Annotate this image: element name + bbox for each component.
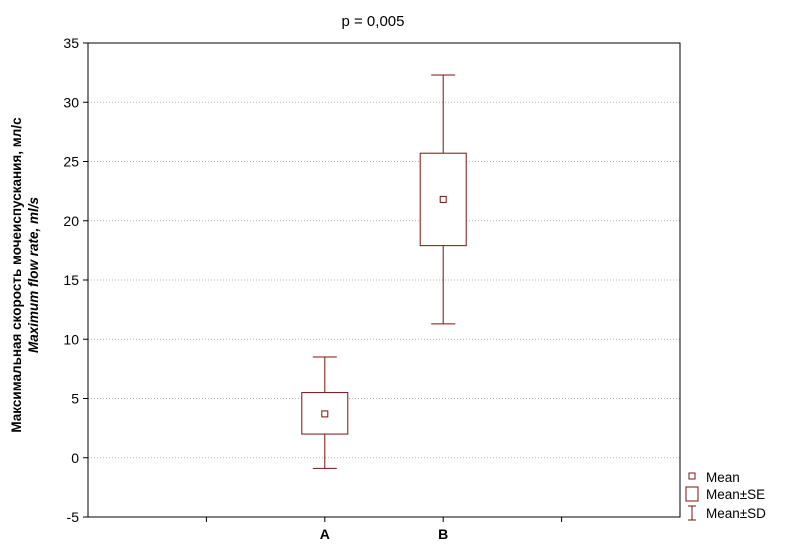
y-axis-label-en: Maximum flow rate, ml/s bbox=[26, 196, 41, 353]
legend-se-symbol bbox=[685, 486, 699, 502]
legend-sd-symbol bbox=[688, 505, 696, 521]
legend: Mean Mean±SE Mean±SD bbox=[685, 470, 766, 521]
y-tick-label: -5 bbox=[67, 509, 80, 525]
legend-mean-label: Mean bbox=[706, 470, 740, 485]
legend-mean-symbol bbox=[688, 472, 696, 480]
y-tick-label: 20 bbox=[63, 213, 79, 229]
x-category-label: B bbox=[438, 526, 448, 542]
y-axis-label-ru: Максимальная скорость мочеиспускания, мл… bbox=[9, 117, 24, 433]
y-tick-label: 5 bbox=[71, 391, 79, 407]
box-group bbox=[419, 74, 467, 325]
mean-marker bbox=[439, 195, 447, 203]
y-axis-ticks: -5 0 5 10 15 20 25 30 35 bbox=[63, 35, 88, 525]
y-tick-label: 10 bbox=[63, 331, 79, 347]
y-tick-label: 0 bbox=[71, 450, 79, 466]
plot-frame bbox=[87, 42, 681, 518]
se-box bbox=[419, 152, 467, 247]
legend-se-label: Mean±SE bbox=[706, 487, 765, 502]
mean-marker bbox=[321, 410, 329, 418]
box-group bbox=[301, 356, 349, 469]
y-tick-label: 15 bbox=[63, 272, 79, 288]
se-box bbox=[301, 392, 349, 435]
chart-title: p = 0,005 bbox=[342, 13, 405, 30]
y-axis-title: Максимальная скорость мочеиспускания, мл… bbox=[9, 117, 41, 433]
y-tick-label: 25 bbox=[63, 154, 79, 170]
box-series bbox=[301, 74, 467, 469]
y-tick-label: 35 bbox=[63, 35, 79, 51]
x-category-label: A bbox=[320, 526, 330, 542]
y-tick-label: 30 bbox=[63, 94, 79, 110]
gridlines bbox=[88, 101, 680, 459]
legend-sd-label: Mean±SD bbox=[706, 506, 766, 521]
